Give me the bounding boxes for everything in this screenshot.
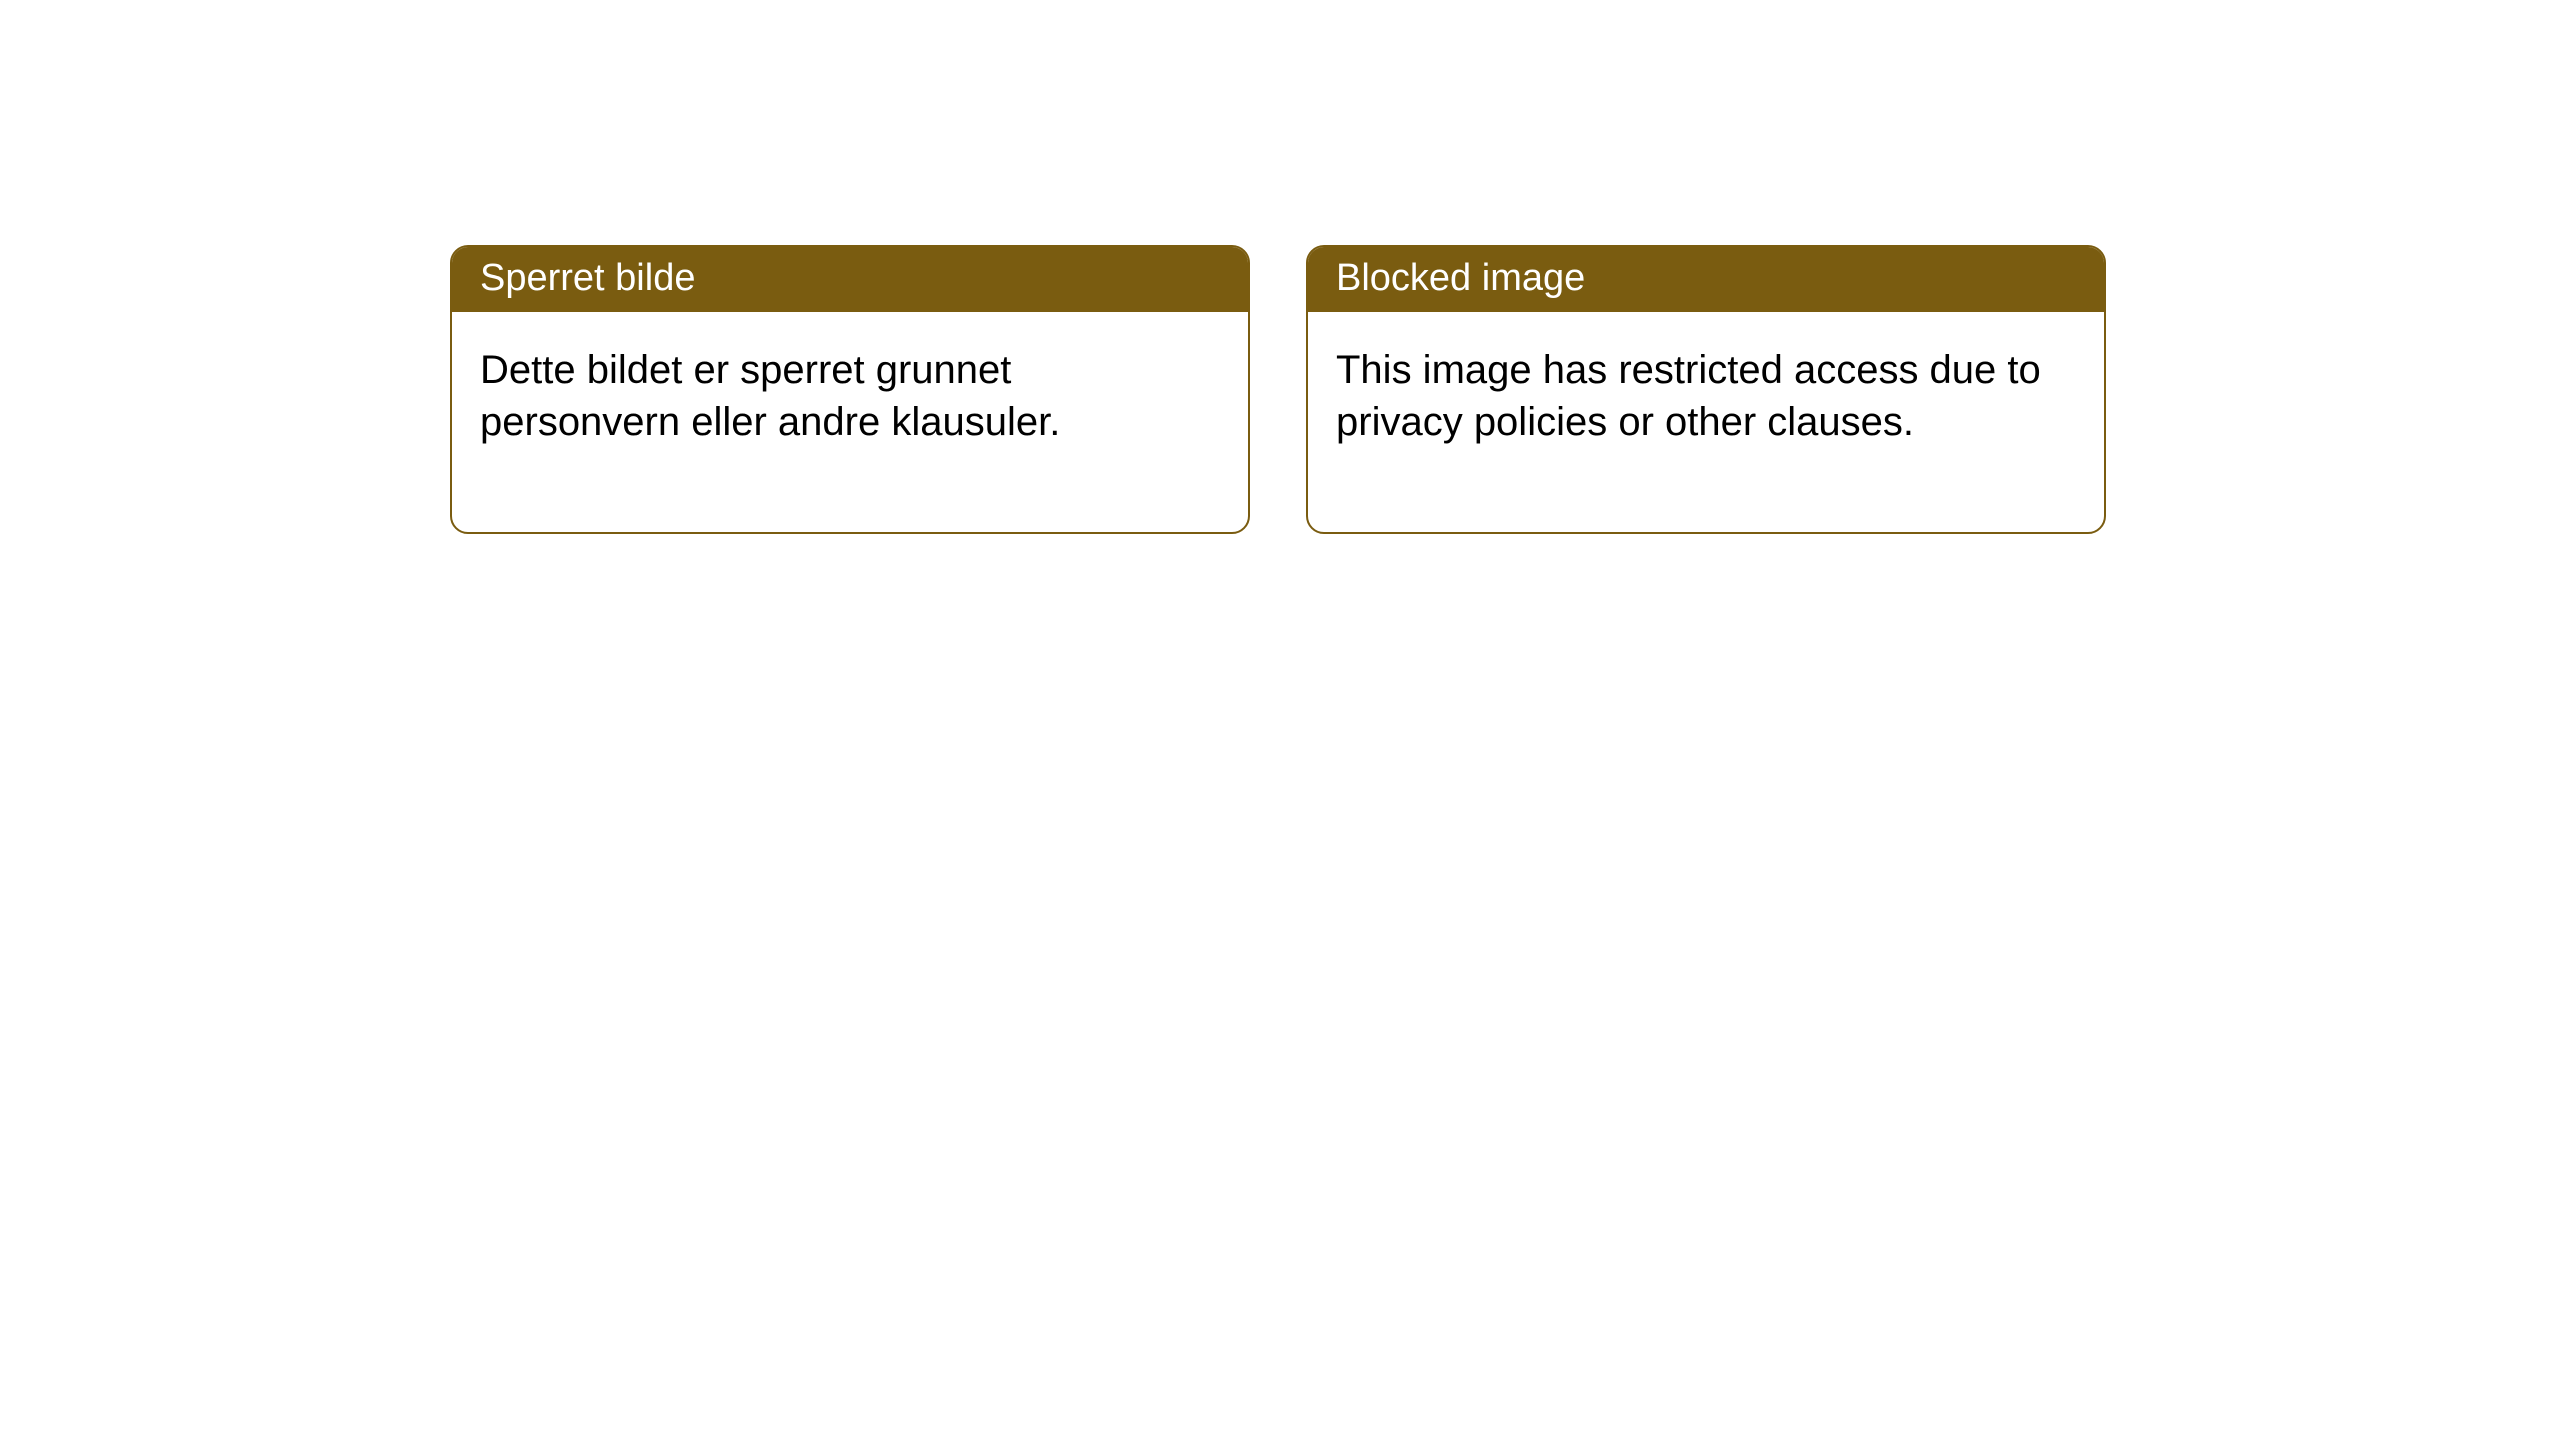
card-title: Sperret bilde	[480, 257, 695, 299]
card-body: This image has restricted access due to …	[1308, 312, 2104, 532]
notice-container: Sperret bilde Dette bildet er sperret gr…	[450, 245, 2106, 534]
card-title: Blocked image	[1336, 257, 1585, 299]
card-header: Sperret bilde	[452, 247, 1248, 312]
notice-card-en: Blocked image This image has restricted …	[1306, 245, 2106, 534]
card-body-text: This image has restricted access due to …	[1336, 348, 2041, 444]
card-body: Dette bildet er sperret grunnet personve…	[452, 312, 1248, 532]
card-body-text: Dette bildet er sperret grunnet personve…	[480, 348, 1060, 444]
notice-card-no: Sperret bilde Dette bildet er sperret gr…	[450, 245, 1250, 534]
card-header: Blocked image	[1308, 247, 2104, 312]
